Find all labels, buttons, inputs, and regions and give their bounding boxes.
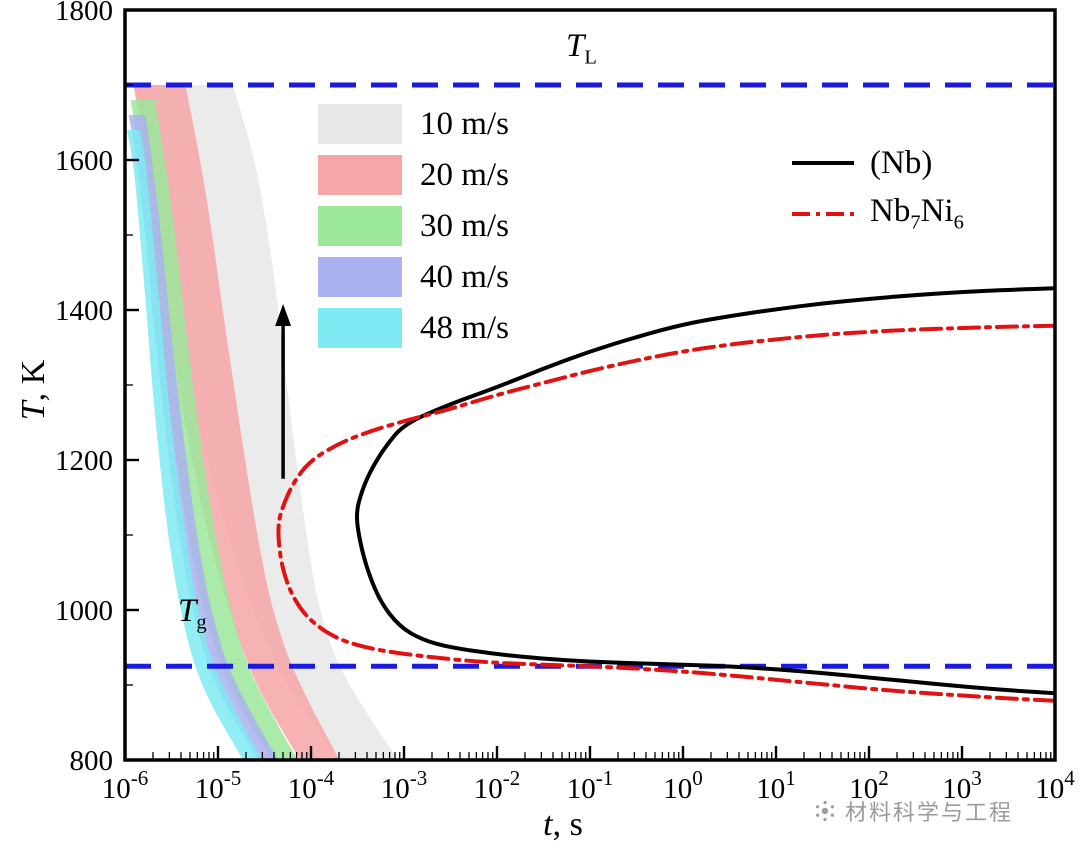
plot-frame [123, 8, 1057, 762]
watermark: 材料科学与工程 [812, 795, 1013, 827]
phase-legend-item-Nb: (Nb) [790, 142, 964, 184]
phase-legend-item-Nb7Ni6: Nb7Ni6 [790, 193, 964, 235]
cooling-band-30-m-s [130, 100, 298, 760]
up-arrow [275, 304, 292, 479]
x-axis-variable: t [543, 806, 553, 843]
y-tick-label: 1200 [55, 445, 113, 477]
series-curve-Nb7Ni6 [276, 323, 1055, 703]
Tg-base: T [178, 593, 197, 629]
liquidus-temperature-label: TL [566, 28, 597, 70]
phase-legend-label: Nb7Ni6 [870, 193, 964, 234]
x-tick-label: 101 [756, 766, 796, 805]
y-axis-title: T, K [15, 360, 53, 420]
x-tick-label: 102 [849, 766, 889, 805]
cooling-bands [126, 85, 399, 760]
legend-item-30-m-s: 30 m/s [318, 206, 509, 246]
TL-subscript: L [584, 46, 597, 69]
legend-item-20-m-s: 20 m/s [318, 155, 509, 195]
cooling-band-48-m-s [126, 130, 263, 760]
y-tick-label: 1000 [55, 595, 113, 627]
legend-label: 10 m/s [420, 105, 509, 142]
velocity-legend: 10 m/s 20 m/s 30 m/s 40 m/s 48 m/s [318, 104, 509, 359]
y-tick-label: 800 [70, 745, 114, 777]
glass-transition-temperature-label: Tg [178, 593, 207, 635]
x-tick-label: 10-4 [288, 766, 335, 805]
y-tick-label: 1600 [55, 145, 113, 177]
legend-label: 40 m/s [420, 258, 509, 295]
y-axis-unit: , K [15, 359, 52, 402]
y-axis-variable: T [15, 401, 52, 421]
watermark-logo-icon [816, 800, 834, 822]
phase-legend-line-sample [792, 212, 854, 216]
legend-swatch [318, 308, 402, 348]
x-tick-label: 10-2 [474, 766, 521, 805]
series-curve-Nb [355, 286, 1055, 696]
legend-label: 48 m/s [420, 309, 509, 346]
y-tick-label: 1400 [55, 295, 113, 327]
legend-item-10-m-s: 10 m/s [318, 104, 509, 144]
watermark-text: 材料科学与工程 [845, 801, 1014, 826]
x-tick-label: 10-1 [567, 766, 614, 805]
phase-legend-line-sample [792, 161, 854, 165]
series-curves [276, 286, 1055, 703]
phase-legend: (Nb) Nb7Ni6 [790, 142, 964, 244]
x-tick-label: 10-5 [195, 766, 242, 805]
legend-label: 20 m/s [420, 156, 509, 193]
y-tick-label: 1800 [55, 0, 113, 27]
phase-legend-label: (Nb) [870, 144, 933, 181]
x-tick-label: 100 [663, 766, 703, 805]
legend-item-48-m-s: 48 m/s [318, 308, 509, 348]
x-tick-label: 104 [1035, 766, 1075, 805]
x-axis-title: t, s [98, 806, 1028, 844]
x-tick-label: 10-3 [381, 766, 428, 805]
TL-base: T [566, 28, 585, 64]
legend-swatch [318, 257, 402, 297]
x-tick-label: 103 [942, 766, 982, 805]
x-axis-unit: , s [552, 806, 583, 843]
Tg-subscript: g [196, 611, 207, 634]
legend-swatch [318, 155, 402, 195]
cooling-band-20-m-s [133, 85, 340, 760]
legend-item-40-m-s: 40 m/s [318, 257, 509, 297]
x-tick-label: 10-6 [102, 766, 149, 805]
legend-swatch [318, 104, 402, 144]
legend-label: 30 m/s [420, 207, 509, 244]
legend-swatch [318, 206, 402, 246]
